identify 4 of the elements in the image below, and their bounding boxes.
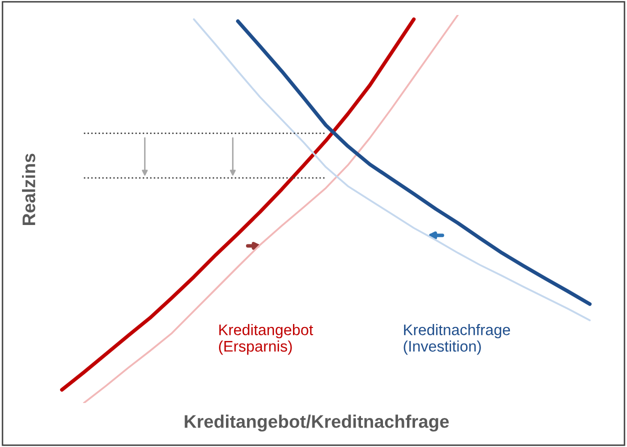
x-axis-title: Kreditangebot/Kreditnachfrage xyxy=(184,414,449,432)
text: Kreditnachfrage (Investition) xyxy=(404,324,510,355)
y-axis-title: Realzins xyxy=(22,154,36,226)
text: Kreditangebot (Ersparnis) xyxy=(219,324,314,355)
